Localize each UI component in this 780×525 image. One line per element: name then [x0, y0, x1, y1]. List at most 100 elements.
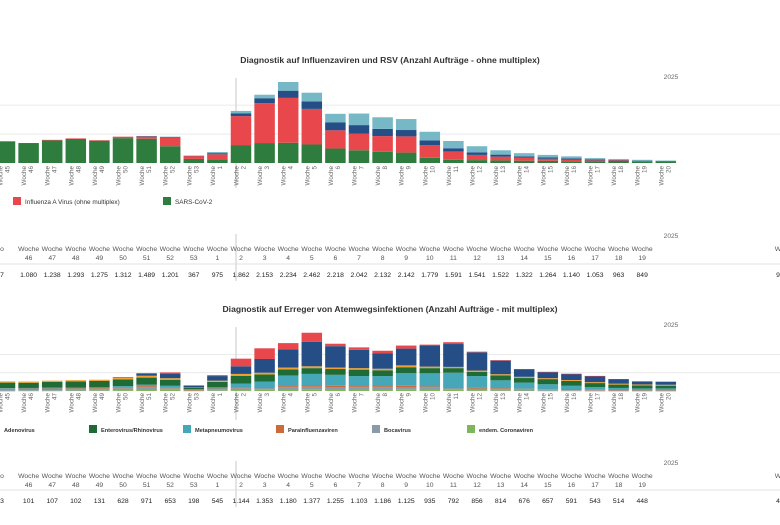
chart1-tick-week-w46: 46 — [28, 166, 35, 174]
chart1-tick-prefix-w11: Woche — [446, 166, 453, 186]
chart1-bar-w1-s1 — [207, 154, 228, 160]
table2-value-w53: 198 — [188, 498, 200, 505]
table1-value-w3: 2.153 — [256, 272, 273, 279]
chart2-tick-prefix-w48: Woche — [68, 393, 75, 413]
chart1-tick-week-w11: 11 — [453, 166, 460, 173]
chart2-bar-w12-s0 — [466, 390, 488, 391]
table1-value-w7: 2.042 — [350, 272, 367, 279]
chart2-bar-w9-s1 — [395, 387, 417, 390]
chart1-bar-w45-s0 — [0, 141, 16, 163]
chart2-bar-w13-s3 — [490, 380, 511, 389]
chart2-bar-w7-s7 — [348, 347, 370, 350]
chart2-bar-w45-s1 — [0, 389, 16, 391]
chart2-bar-w12-s3 — [466, 376, 488, 388]
chart2-bar-w45-s5 — [0, 381, 16, 383]
chart2-bar-w50-s2 — [112, 387, 134, 389]
legend-label-metapneumovirus: Metapneumovirus — [195, 428, 243, 434]
chart2-bar-w6-s0 — [325, 389, 346, 391]
table1-head-week-w4: 4 — [286, 255, 290, 262]
table1-head-week-w12: 12 — [473, 255, 481, 262]
chart2-tick-prefix-w15: Woche — [540, 393, 547, 413]
chart2-bar-w50-s3 — [112, 386, 134, 388]
chart2-bar-w8-s1 — [372, 387, 393, 390]
chart2-bar-w46-s5 — [18, 381, 39, 383]
table2-head-week-w18: 18 — [615, 482, 623, 489]
chart2-tick-week-w20: 20 — [665, 393, 672, 401]
table2-head-prefix-w9: Woche — [396, 473, 417, 480]
chart1-tick-week-w47: 47 — [52, 166, 59, 174]
table1-head-prefix-w51: Woche — [136, 246, 157, 253]
table1-head-week-w9: 9 — [404, 255, 408, 262]
chart2-bar-w1-s7 — [207, 375, 228, 377]
chart2-bar-w8-s3 — [372, 376, 393, 387]
table1-head-week-w46: 46 — [25, 255, 33, 262]
chart2-bar-w15-s2 — [537, 389, 559, 390]
chart1-bar-w19-s3 — [631, 159, 653, 161]
chart1-year-label: 2025 — [664, 74, 679, 81]
chart2-bar-w16-s1 — [561, 390, 582, 391]
table2-value-w19: 448 — [637, 498, 649, 505]
chart2-bar-w48-s4 — [65, 381, 87, 388]
chart2-bar-w3-s0 — [254, 389, 275, 391]
chart1-tick-prefix-w45: Woche — [0, 166, 5, 186]
table2-value-w51: 971 — [141, 498, 153, 505]
chart2-bar-w9-s0 — [395, 389, 417, 391]
chart2-bar-w1-s4 — [207, 381, 228, 388]
chart2-bar-w52-s1 — [159, 388, 181, 390]
table1-head-week-w53: 53 — [190, 255, 198, 262]
chart2-bar-w50-s1 — [112, 388, 134, 391]
table1-head-week-w49: 49 — [96, 255, 104, 262]
chart2-bar-w49-s5 — [89, 379, 110, 381]
chart1-tick-prefix-w2: Woche — [234, 166, 241, 186]
chart1-tick-week-w9: 9 — [406, 166, 413, 170]
chart2-bar-w46-s0 — [18, 390, 39, 392]
table1-head-prefix-w47: Woche — [42, 246, 63, 253]
chart2-bar-w1-s5 — [207, 380, 228, 382]
chart1-tick-prefix-w49: Woche — [92, 166, 99, 186]
chart2-bar-w51-s1 — [136, 387, 157, 390]
chart1-bar-w7-s2 — [348, 125, 370, 134]
legend-swatch-parainfluenza — [276, 425, 284, 433]
chart2-bar-w45-s3 — [0, 388, 16, 389]
chart2-bar-w4-s1 — [277, 387, 299, 390]
chart1-bar-w17-s0 — [584, 161, 606, 163]
legend-swatch-metapneumovirus — [183, 425, 191, 433]
chart2-bar-w2-s1 — [230, 388, 252, 391]
table2-head-week-w9: 9 — [404, 482, 408, 489]
table1-value-w5: 2.462 — [303, 272, 320, 279]
table2-head-week-w8: 8 — [381, 482, 385, 489]
chart2-bar-w12-s1 — [466, 388, 488, 391]
legend-label-adenovirus: Adenovirus — [4, 428, 35, 434]
chart1-tick-prefix-w9: Woche — [399, 166, 406, 186]
chart2-bar-w5-s4 — [301, 368, 323, 374]
chart2-bar-w53-s7 — [183, 385, 205, 386]
chart1-tick-prefix-w20: Woche — [658, 166, 665, 186]
table1-value-w10: 1.779 — [421, 272, 438, 279]
table2-value-w49: 131 — [94, 498, 106, 505]
chart2-tick-prefix-w53: Woche — [186, 393, 193, 413]
chart2-bar-w13-s0 — [490, 390, 511, 391]
table1-value-w46: 1.080 — [20, 272, 37, 279]
chart2-bar-w19-s4 — [631, 385, 653, 389]
chart2-bar-w15-s6 — [537, 372, 559, 379]
table2-value-w3: 1.353 — [256, 498, 273, 505]
chart1-bar-w12-s3 — [466, 146, 488, 153]
chart2-bar-w4-s4 — [277, 369, 299, 376]
chart2-bar-w5-s1 — [301, 386, 323, 390]
chart1-bar-w5-s2 — [301, 101, 323, 109]
table1-value-w9: 2.142 — [398, 272, 415, 279]
chart2-tick-week-w19: 19 — [642, 393, 649, 401]
chart1-tick-week-w8: 8 — [382, 166, 389, 170]
chart2-tick-week-w3: 3 — [264, 393, 271, 397]
table2-head-week-w48: 48 — [72, 482, 80, 489]
table2-value-w50: 628 — [117, 498, 129, 505]
table1-head-week-w14: 14 — [520, 255, 528, 262]
chart2-bar-w47-s5 — [41, 380, 63, 382]
chart1-bar-w53-s1 — [183, 156, 205, 159]
chart1-bar-w4-s0 — [277, 142, 299, 163]
chart2-bar-w13-s4 — [490, 375, 511, 381]
chart2-tick-week-w17: 17 — [595, 393, 602, 401]
chart1-bar-w52-s3 — [159, 136, 181, 138]
chart1-plot: Woche 45 Woche 46 Woche 47 Woche 48 Woche 49 Woche… — [0, 78, 780, 188]
chart2-bar-w14-s3 — [513, 382, 535, 389]
